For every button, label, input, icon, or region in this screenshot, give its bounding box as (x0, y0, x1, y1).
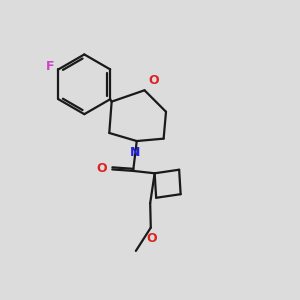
Text: O: O (148, 74, 159, 87)
Text: O: O (146, 232, 157, 245)
Text: F: F (46, 61, 54, 74)
Text: O: O (96, 162, 107, 175)
Text: N: N (130, 146, 140, 158)
